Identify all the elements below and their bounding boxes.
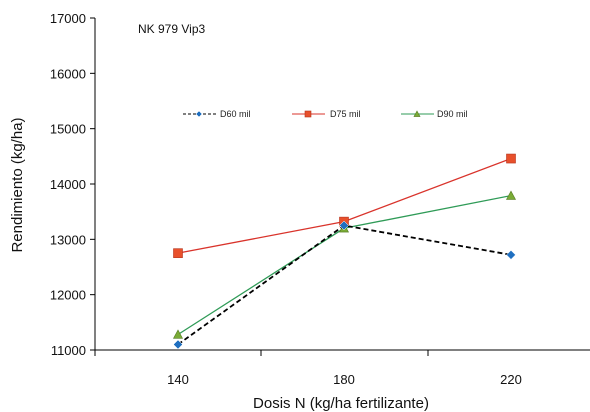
series-d75-mil [173, 153, 516, 258]
y-tick-label: 17000 [50, 11, 86, 26]
y-tick-label: 11000 [51, 343, 86, 358]
legend-marker [304, 110, 312, 118]
series-d90-mil [172, 190, 517, 339]
data-point [339, 220, 349, 231]
x-tick-label: 180 [333, 372, 355, 387]
legend-item: D90 mil [401, 109, 468, 119]
legend-item: D75 mil [292, 109, 361, 119]
series-layer [172, 153, 517, 350]
y-tick-label: 13000 [50, 232, 86, 247]
chart-annotation: NK 979 Vip3 [138, 22, 205, 36]
legend-label: D60 mil [220, 109, 251, 119]
data-point [505, 190, 517, 200]
x-axis-title: Dosis N (kg/ha fertilizante) [253, 395, 429, 412]
series-d60-mil [173, 220, 516, 350]
x-tick-label: 220 [500, 372, 522, 387]
data-point [173, 248, 183, 258]
x-ticks: 140 180 220 [94, 350, 522, 387]
chart-axes [94, 18, 590, 351]
data-point [173, 339, 183, 350]
x-tick-label: 140 [167, 372, 189, 387]
y-axis-title: Rendimiento (kg/ha) [9, 117, 26, 252]
legend-label: D75 mil [330, 109, 361, 119]
series-line [177, 194, 512, 336]
legend-item: D60 mil [183, 109, 251, 119]
y-tick-label: 15000 [50, 122, 86, 137]
legend-marker [413, 110, 421, 117]
data-point [506, 249, 516, 260]
legend-marker [195, 110, 203, 118]
y-tick-label: 12000 [50, 288, 86, 303]
y-ticks: 11000 12000 13000 14000 15000 16000 17000 [50, 11, 95, 358]
legend-label: D90 mil [437, 109, 468, 119]
y-tick-label: 16000 [50, 66, 86, 81]
legend: D60 mil D75 mil D90 mil [183, 109, 468, 119]
y-tick-label: 14000 [50, 177, 86, 192]
data-point [172, 329, 184, 339]
data-point [506, 153, 516, 164]
